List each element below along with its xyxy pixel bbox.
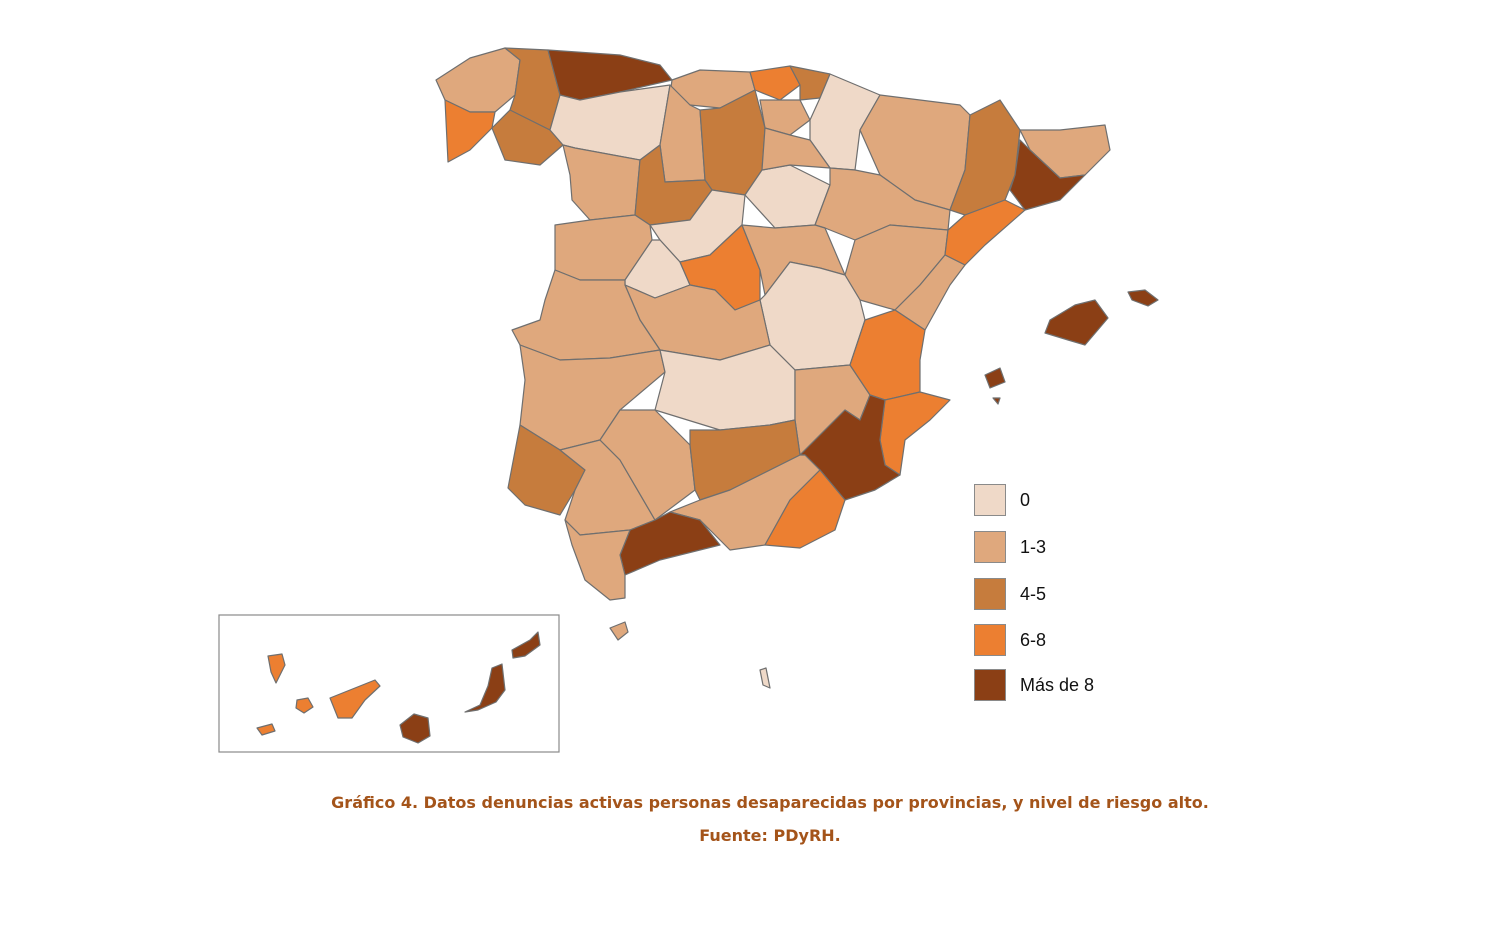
legend-swatch xyxy=(974,669,1006,701)
legend-swatch xyxy=(974,484,1006,516)
legend-swatch xyxy=(974,578,1006,610)
province-tenerife xyxy=(329,679,381,719)
legend-item: 6-8 xyxy=(974,624,1046,656)
province-gipuzkoa xyxy=(789,65,831,101)
legend-swatch xyxy=(974,624,1006,656)
province-melilla xyxy=(759,667,771,689)
figure-caption: Gráfico 4. Datos denuncias activas perso… xyxy=(331,793,1209,812)
province-formentera xyxy=(992,397,1001,405)
legend-label: 0 xyxy=(1020,489,1031,510)
legend-item: Más de 8 xyxy=(974,669,1094,701)
province-bizkaia xyxy=(749,65,801,101)
legend-item: 0 xyxy=(974,484,1030,516)
legend-item: 4-5 xyxy=(974,578,1046,610)
legend-label: 6-8 xyxy=(1020,629,1047,650)
province-el-hierro xyxy=(256,723,276,736)
province-ibiza xyxy=(984,367,1006,389)
legend-label: 1-3 xyxy=(1020,536,1047,557)
province-gran-canaria xyxy=(399,713,431,744)
province-alicante xyxy=(879,391,951,476)
province-tarragona xyxy=(944,199,1026,266)
province-barcelona xyxy=(1009,139,1086,211)
figure-source: Fuente: PDyRH. xyxy=(699,826,841,845)
legend-item: 1-3 xyxy=(974,531,1046,563)
province-la-gomera xyxy=(295,697,314,714)
province-lanzarote xyxy=(511,631,541,659)
province-almeria xyxy=(764,469,846,549)
province-la-palma xyxy=(267,653,286,684)
province-ceuta xyxy=(609,621,629,641)
province-mallorca xyxy=(1044,299,1109,346)
legend-swatch xyxy=(974,531,1006,563)
province-fuerteventura xyxy=(464,663,506,713)
legend-label: Más de 8 xyxy=(1020,674,1095,695)
legend-label: 4-5 xyxy=(1020,583,1047,604)
province-cadiz xyxy=(564,519,631,601)
province-menorca xyxy=(1127,289,1159,307)
